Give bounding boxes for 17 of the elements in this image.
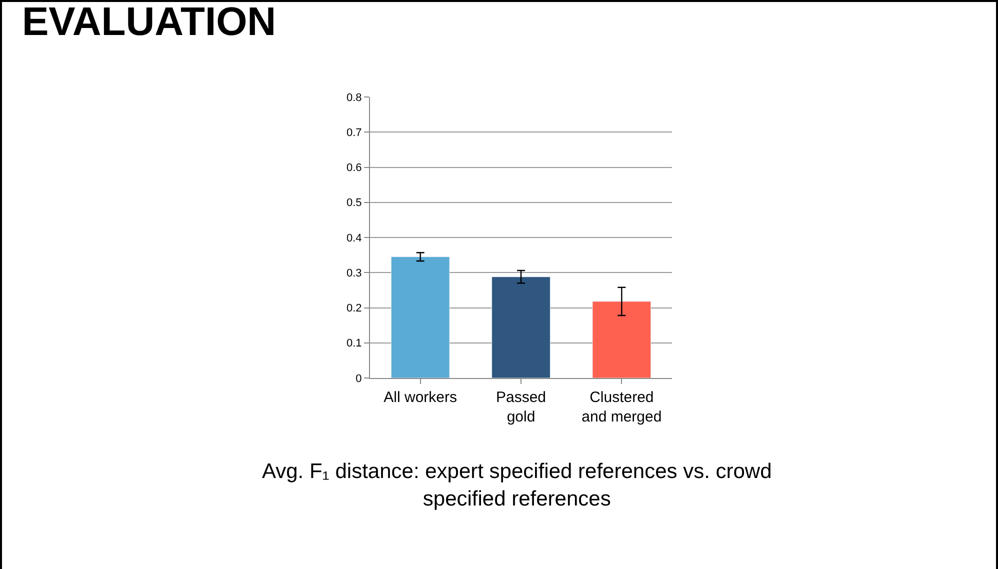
y-tick-label: 0.6	[346, 162, 362, 174]
y-tick-label: 0.3	[346, 267, 362, 280]
x-tick-label: All workers	[384, 389, 458, 406]
chart-title: EVALUATION	[22, 0, 276, 44]
y-tick-label: 0.1	[346, 338, 362, 350]
bar	[390, 256, 450, 378]
y-tick-label: 0.7	[346, 126, 362, 139]
x-tick-label: Clustered and merged	[582, 389, 662, 426]
y-tick-label: 0.2	[346, 302, 362, 315]
x-tick-label: Passed gold	[496, 389, 546, 426]
text: Avg. F₁ distance: expert specified references vs. crowd specified references	[262, 460, 772, 510]
bar	[592, 301, 652, 378]
bar	[492, 276, 550, 378]
y-tick-label: 0	[356, 372, 362, 385]
y-tick-label: 0.8	[346, 92, 362, 104]
y-tick-label: 0.5	[346, 197, 362, 210]
y-tick-label: 0.4	[346, 232, 362, 244]
